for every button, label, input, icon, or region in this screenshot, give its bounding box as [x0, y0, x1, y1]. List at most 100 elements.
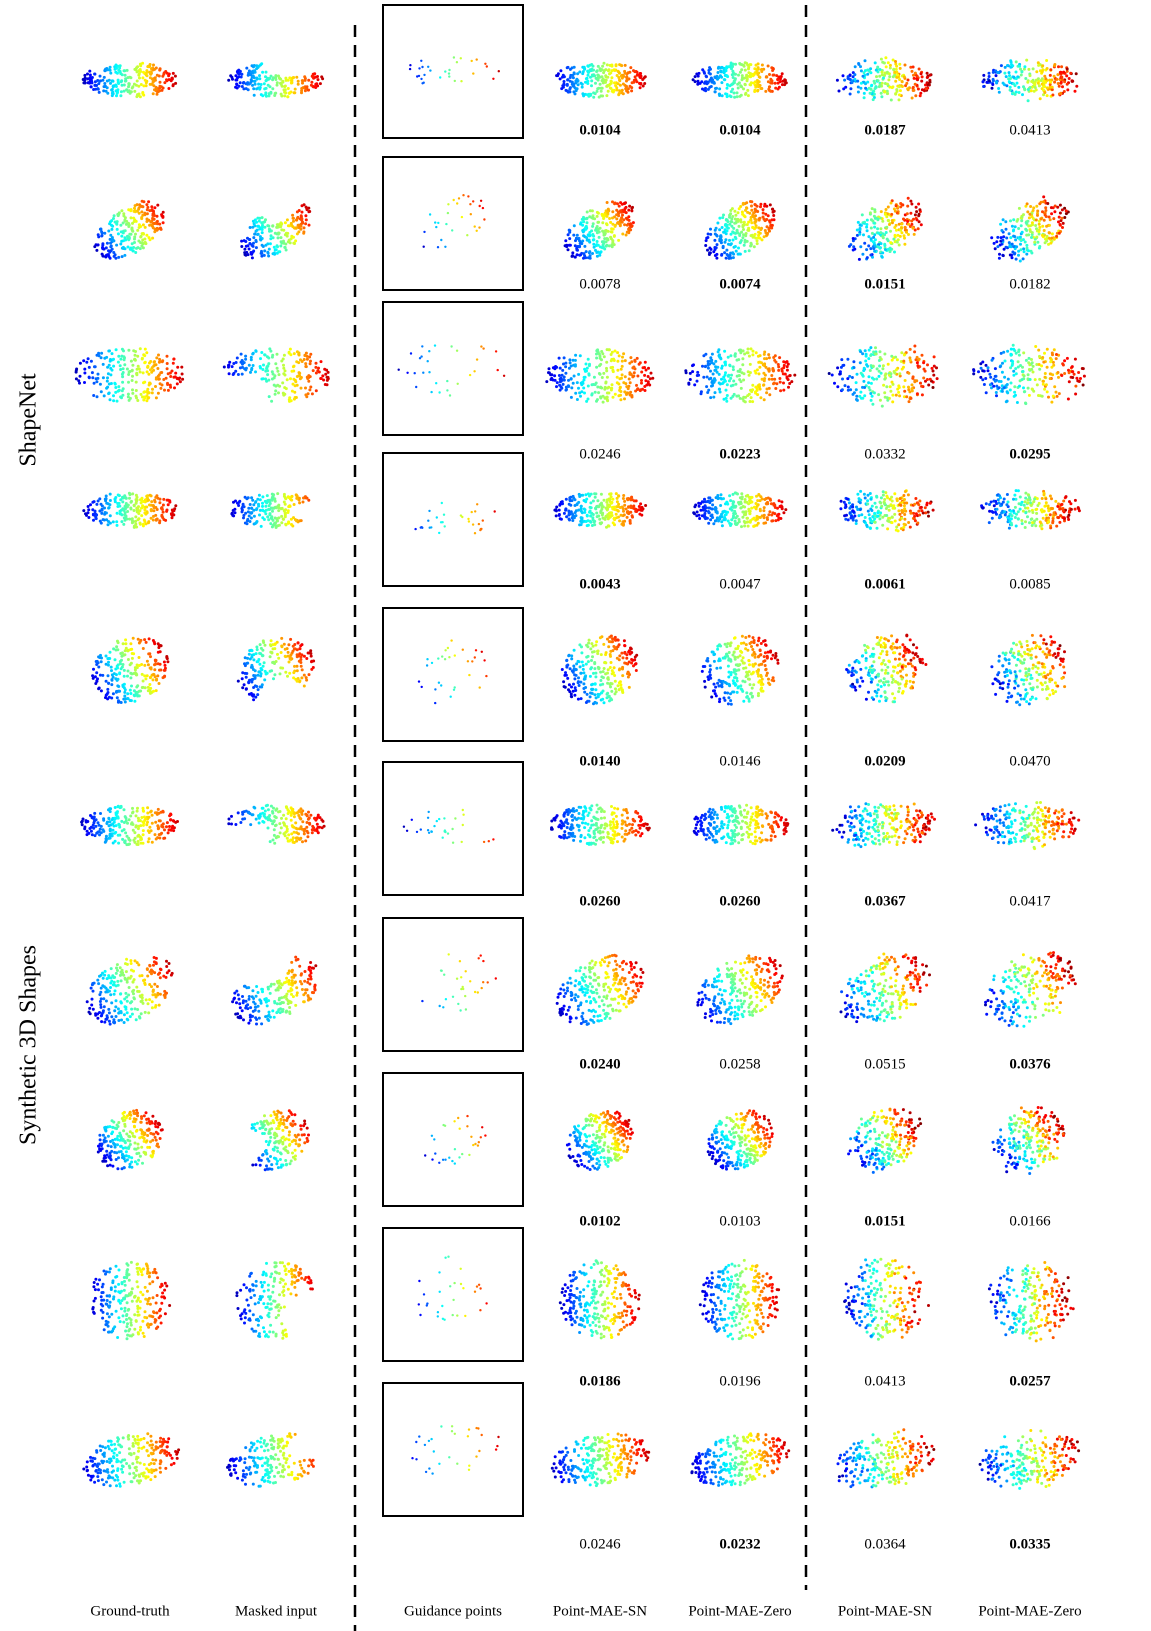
point: [722, 381, 725, 384]
point: [252, 503, 255, 506]
point: [859, 224, 862, 227]
point: [926, 363, 929, 366]
point: [579, 395, 582, 398]
point: [730, 374, 733, 377]
point: [899, 89, 902, 92]
point: [1035, 70, 1038, 73]
point: [276, 252, 279, 255]
point: [595, 251, 598, 254]
point: [110, 245, 113, 248]
point: [647, 380, 650, 383]
point: [1009, 89, 1012, 92]
point: [1005, 84, 1008, 87]
point: [592, 500, 595, 503]
point: [710, 361, 713, 364]
score: 0.0104: [719, 122, 761, 138]
point: [1037, 61, 1040, 64]
point: [241, 363, 244, 366]
point: [290, 222, 293, 225]
point: [133, 90, 136, 93]
point: [1046, 202, 1049, 205]
point: [304, 222, 307, 225]
point: [865, 223, 868, 226]
point: [104, 498, 107, 501]
point: [272, 507, 275, 510]
point: [559, 367, 562, 370]
point: [584, 370, 587, 373]
point: [1034, 86, 1037, 89]
point: [714, 360, 717, 363]
point: [291, 390, 294, 393]
point: [106, 386, 109, 389]
point: [869, 369, 872, 372]
point: [136, 496, 139, 499]
point: [479, 205, 481, 207]
point: [140, 210, 143, 213]
point: [926, 76, 929, 79]
point: [152, 213, 155, 216]
point: [304, 387, 307, 390]
point: [274, 389, 277, 392]
point: [891, 400, 894, 403]
point: [613, 234, 616, 237]
point: [748, 249, 751, 252]
point: [173, 386, 176, 389]
point: [741, 363, 744, 366]
point: [119, 94, 122, 97]
point: [141, 396, 144, 399]
point: [610, 358, 613, 361]
point: [692, 78, 695, 81]
point: [1063, 359, 1066, 362]
point: [125, 504, 128, 507]
point: [762, 208, 765, 211]
point: [250, 517, 253, 520]
point: [862, 233, 865, 236]
point: [895, 394, 898, 397]
point: [613, 68, 616, 71]
point: [252, 245, 255, 248]
point: [1003, 248, 1006, 251]
point: [160, 507, 163, 510]
point: [119, 498, 122, 501]
point: [1044, 241, 1047, 244]
point: [1050, 401, 1053, 404]
point: [268, 504, 271, 507]
point: [127, 349, 130, 352]
point: [559, 77, 562, 80]
point: [1045, 59, 1048, 62]
point: [436, 516, 438, 518]
point: [759, 388, 762, 391]
point: [1028, 368, 1031, 371]
score: 0.0413: [1009, 122, 1050, 138]
point: [1075, 377, 1078, 380]
point: [731, 83, 734, 86]
point: [873, 80, 876, 83]
point: [707, 389, 710, 392]
point: [878, 365, 881, 368]
point: [995, 391, 998, 394]
point: [636, 357, 639, 360]
point: [597, 87, 600, 90]
point: [246, 519, 249, 522]
point: [152, 92, 155, 95]
point: [131, 392, 134, 395]
point: [864, 87, 867, 90]
point: [737, 211, 740, 214]
point: [82, 509, 85, 512]
point: [94, 365, 97, 368]
point: [1029, 378, 1032, 381]
point: [981, 378, 984, 381]
point: [249, 503, 252, 506]
point: [867, 357, 870, 360]
point: [1067, 369, 1070, 372]
point: [109, 360, 112, 363]
point: [752, 236, 755, 239]
point: [155, 518, 158, 521]
point: [273, 246, 276, 249]
point: [625, 234, 628, 237]
point: [898, 244, 901, 247]
point: [1035, 236, 1038, 239]
point-cloud: [828, 345, 939, 408]
point: [1009, 86, 1012, 89]
point: [1049, 74, 1052, 77]
